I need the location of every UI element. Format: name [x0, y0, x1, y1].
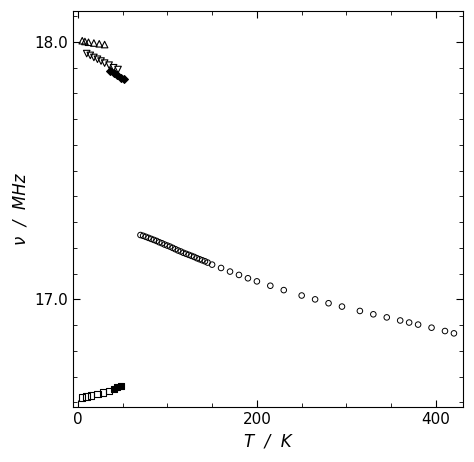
- Point: [191, 253, 198, 261]
- Point: [311, 296, 319, 303]
- Point: [244, 274, 252, 282]
- Point: [90, 54, 98, 61]
- Point: [169, 244, 176, 252]
- Point: [208, 261, 216, 268]
- Point: [226, 268, 234, 275]
- X-axis label: T  /  K: T / K: [244, 433, 292, 451]
- Point: [325, 299, 332, 307]
- Point: [110, 385, 118, 393]
- Point: [199, 256, 206, 264]
- Point: [253, 278, 261, 285]
- Point: [110, 70, 118, 77]
- Point: [153, 237, 160, 245]
- Point: [196, 255, 203, 263]
- Point: [90, 39, 98, 47]
- Point: [166, 243, 174, 250]
- Point: [185, 251, 192, 259]
- Point: [177, 248, 184, 255]
- Point: [101, 60, 109, 67]
- Point: [81, 38, 89, 45]
- Point: [164, 242, 171, 249]
- Point: [441, 328, 449, 335]
- Point: [106, 67, 114, 75]
- Point: [87, 392, 95, 399]
- Point: [338, 303, 346, 310]
- Point: [155, 238, 163, 246]
- Point: [78, 394, 86, 401]
- Point: [172, 245, 179, 253]
- Point: [101, 41, 109, 48]
- Point: [95, 40, 103, 48]
- Point: [86, 52, 94, 59]
- Point: [204, 259, 211, 266]
- Point: [117, 382, 125, 389]
- Point: [105, 387, 113, 395]
- Point: [405, 319, 413, 326]
- Point: [97, 57, 105, 65]
- Point: [110, 64, 118, 72]
- Point: [370, 310, 377, 318]
- Point: [83, 50, 91, 57]
- Point: [145, 234, 152, 242]
- Point: [113, 72, 121, 79]
- Point: [356, 307, 364, 315]
- Y-axis label: ν  /  MHz: ν / MHz: [11, 174, 29, 245]
- Point: [139, 232, 147, 239]
- Point: [174, 247, 182, 254]
- Point: [114, 66, 122, 73]
- Point: [83, 393, 91, 401]
- Point: [158, 240, 166, 247]
- Point: [142, 233, 150, 241]
- Point: [217, 264, 225, 272]
- Point: [235, 271, 243, 279]
- Point: [161, 241, 168, 248]
- Point: [94, 55, 101, 63]
- Point: [150, 236, 158, 243]
- Point: [182, 250, 190, 257]
- Point: [193, 255, 201, 262]
- Point: [188, 252, 195, 260]
- Point: [147, 235, 155, 243]
- Point: [78, 37, 86, 44]
- Point: [99, 389, 107, 396]
- Point: [201, 258, 209, 265]
- Point: [113, 384, 121, 391]
- Point: [94, 390, 101, 397]
- Point: [137, 231, 144, 239]
- Point: [383, 314, 391, 321]
- Point: [85, 38, 92, 46]
- Point: [450, 330, 458, 337]
- Point: [105, 61, 113, 69]
- Point: [120, 76, 128, 83]
- Point: [428, 324, 435, 331]
- Point: [180, 249, 187, 256]
- Point: [414, 321, 422, 328]
- Point: [266, 282, 274, 289]
- Point: [298, 292, 305, 299]
- Point: [117, 74, 125, 81]
- Point: [396, 317, 404, 324]
- Point: [280, 286, 288, 294]
